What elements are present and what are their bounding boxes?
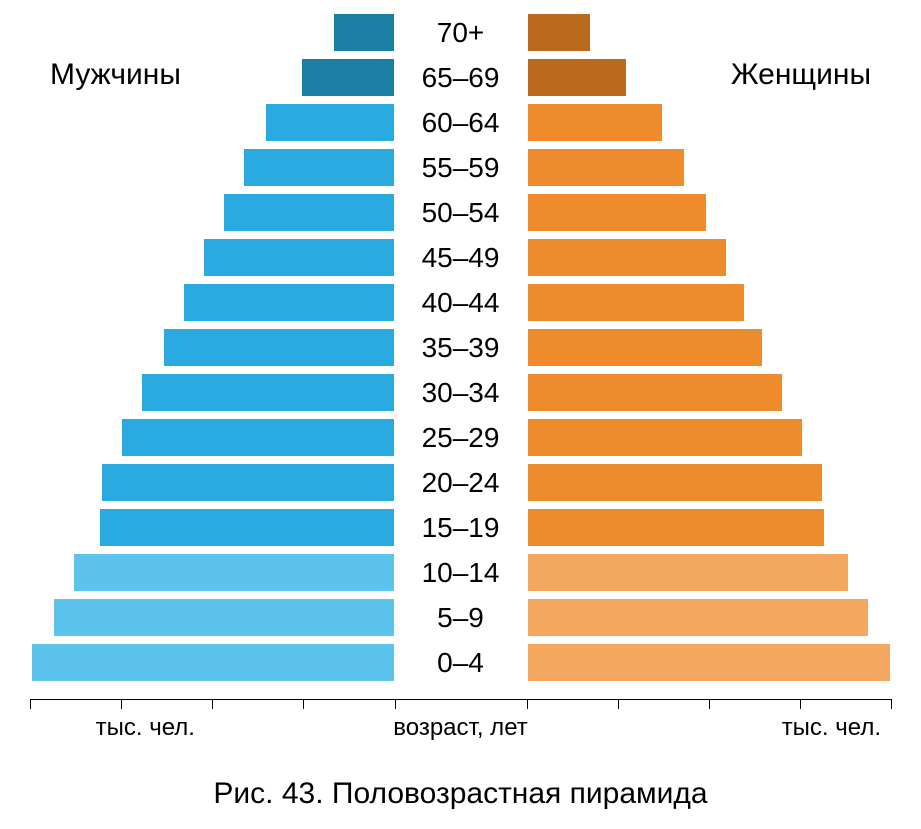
age-label: 25–29	[422, 422, 500, 454]
male-bar	[223, 193, 395, 233]
female-bar	[527, 58, 627, 98]
female-bar	[527, 148, 685, 188]
age-label: 65–69	[422, 62, 500, 94]
axis-tick	[527, 699, 528, 709]
female-bar	[527, 418, 803, 458]
female-bar	[527, 598, 869, 638]
male-bar	[73, 553, 395, 593]
male-bar	[265, 103, 395, 143]
male-bar	[141, 373, 395, 413]
male-bar	[53, 598, 395, 638]
male-bar	[203, 238, 395, 278]
axis-tick	[618, 699, 619, 709]
female-bar	[527, 643, 891, 683]
axis-tick	[303, 699, 304, 709]
population-pyramid: Мужчины Женщины 70+65–6960–6455–5950–544…	[30, 10, 891, 740]
male-bar	[301, 58, 395, 98]
figure-caption: Рис. 43. Половозрастная пирамида	[0, 777, 921, 811]
age-row: 0–4	[30, 640, 891, 685]
pyramid-rows: 70+ 65–69 60–64 55–59 50–54 45–49 40–44 35–39 30…	[30, 10, 891, 685]
female-bar	[527, 553, 849, 593]
age-row: 55–59	[30, 145, 891, 190]
age-label: 10–14	[422, 557, 500, 589]
age-label: 0–4	[437, 647, 484, 679]
female-bar	[527, 13, 591, 53]
age-row: 25–29	[30, 415, 891, 460]
female-bar	[527, 283, 745, 323]
female-bar	[527, 238, 727, 278]
axis-tick	[121, 699, 122, 709]
male-bar	[99, 508, 395, 548]
male-bar	[183, 283, 395, 323]
male-bar	[333, 13, 395, 53]
male-bar	[31, 643, 395, 683]
female-bar	[527, 463, 823, 503]
male-bar	[101, 463, 395, 503]
age-label: 5–9	[437, 602, 484, 634]
x-axis-labels: тыс. чел. возраст, лет тыс. чел.	[30, 710, 891, 740]
female-bar	[527, 193, 707, 233]
age-row: 60–64	[30, 100, 891, 145]
axis-tick	[800, 699, 801, 709]
axis-label-left: тыс. чел.	[96, 714, 195, 742]
age-label: 15–19	[422, 512, 500, 544]
age-label: 35–39	[422, 332, 500, 364]
age-row: 30–34	[30, 370, 891, 415]
page: Мужчины Женщины 70+65–6960–6455–5950–544…	[0, 0, 921, 829]
axis-tick	[395, 699, 396, 709]
age-label: 50–54	[422, 197, 500, 229]
axis-tick	[709, 699, 710, 709]
age-row: 65–69	[30, 55, 891, 100]
age-row: 45–49	[30, 235, 891, 280]
age-label: 30–34	[422, 377, 500, 409]
age-row: 20–24	[30, 460, 891, 505]
female-bar	[527, 373, 783, 413]
male-bar	[243, 148, 395, 188]
axis-label-right: тыс. чел.	[782, 714, 881, 742]
age-row: 50–54	[30, 190, 891, 235]
female-bar	[527, 508, 825, 548]
axis-label-center: возраст, лет	[393, 714, 527, 742]
age-label: 45–49	[422, 242, 500, 274]
age-row: 10–14	[30, 550, 891, 595]
age-label: 70+	[437, 17, 485, 49]
age-row: 5–9	[30, 595, 891, 640]
male-bar	[121, 418, 395, 458]
axis-tick	[212, 699, 213, 709]
age-row: 35–39	[30, 325, 891, 370]
axis-tick	[30, 699, 31, 709]
age-row: 40–44	[30, 280, 891, 325]
axis-tick	[891, 699, 892, 709]
age-row: 70+	[30, 10, 891, 55]
age-label: 20–24	[422, 467, 500, 499]
x-axis-ticks	[30, 699, 891, 709]
female-bar	[527, 328, 763, 368]
age-label: 60–64	[422, 107, 500, 139]
age-row: 15–19	[30, 505, 891, 550]
male-bar	[163, 328, 395, 368]
age-label: 40–44	[422, 287, 500, 319]
female-bar	[527, 103, 663, 143]
age-label: 55–59	[422, 152, 500, 184]
